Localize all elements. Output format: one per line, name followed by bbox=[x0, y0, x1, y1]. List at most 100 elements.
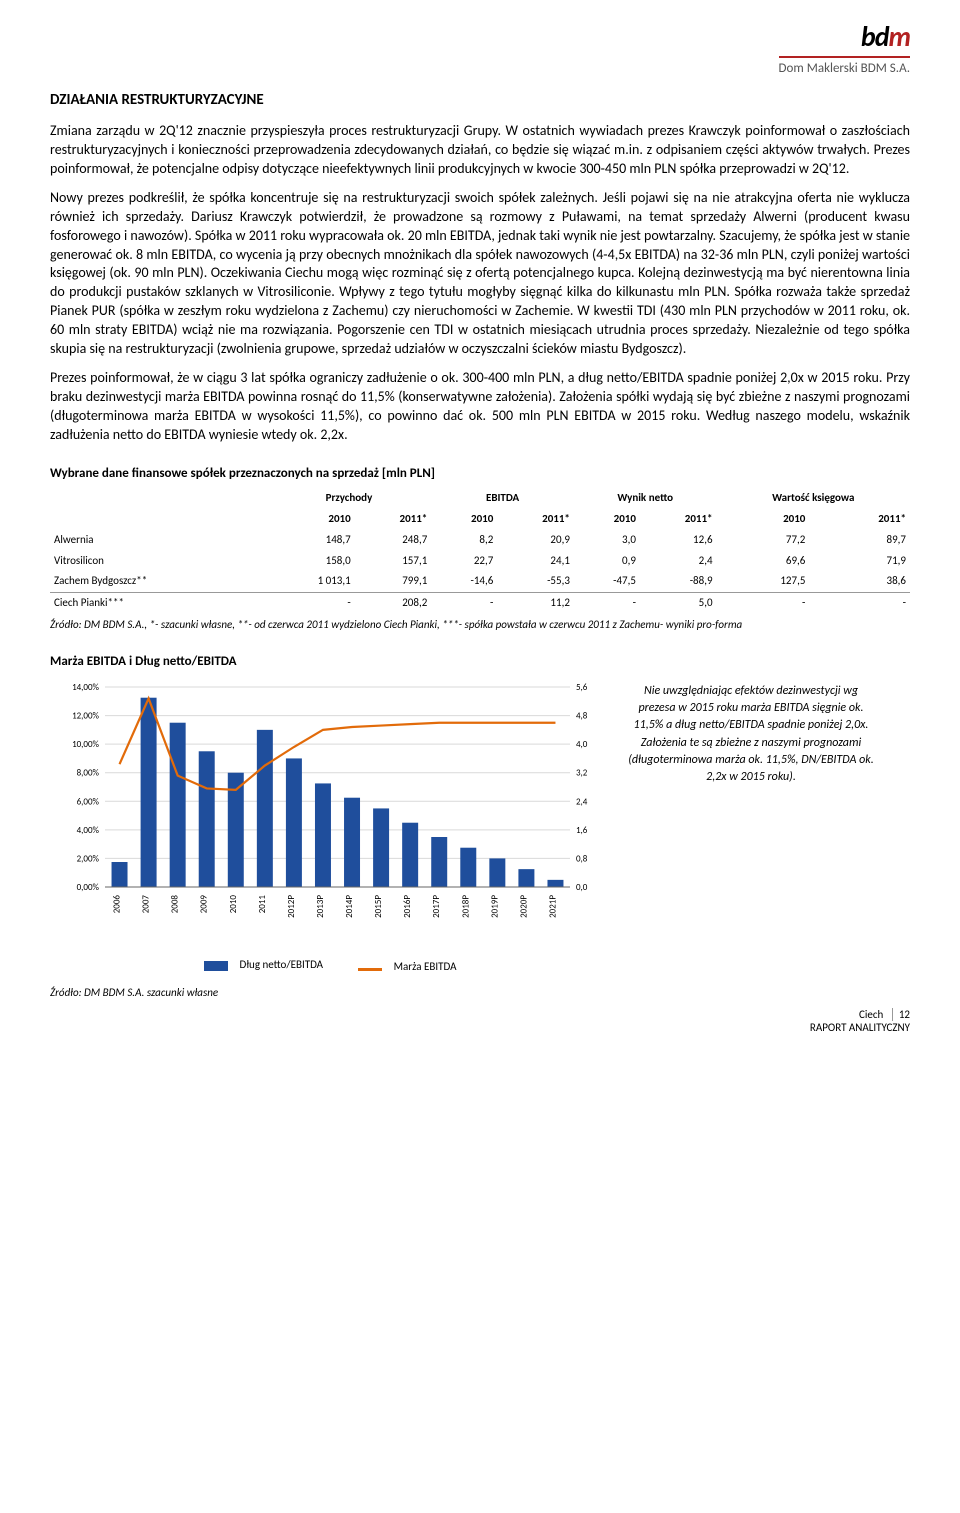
brand-subtitle: Dom Maklerski BDM S.A. bbox=[779, 56, 910, 78]
svg-text:2008: 2008 bbox=[170, 894, 181, 913]
table-group-header: EBITDA bbox=[431, 488, 574, 509]
table-sub-header: 2010 bbox=[574, 509, 640, 530]
svg-text:2018P: 2018P bbox=[460, 894, 471, 917]
table-title: Wybrane dane finansowe spółek przeznaczo… bbox=[50, 465, 910, 483]
table-cell: 148,7 bbox=[267, 530, 355, 551]
svg-text:5,6: 5,6 bbox=[576, 682, 588, 693]
table-cell: -88,9 bbox=[640, 571, 717, 592]
table-cell: - bbox=[809, 593, 910, 614]
brand: bdm bbox=[779, 18, 910, 56]
svg-text:2007: 2007 bbox=[141, 894, 152, 913]
table-cell: 22,7 bbox=[431, 551, 497, 572]
table-cell: 248,7 bbox=[355, 530, 432, 551]
table-row: Ciech Pianki***-208,2-11,2-5,0-- bbox=[50, 593, 910, 614]
table-source: Źródło: DM BDM S.A., *- szacunki własne,… bbox=[50, 618, 910, 633]
paragraph-2: Nowy prezes podkreślił, że spółka koncen… bbox=[50, 189, 910, 359]
table-cell: Alwernia bbox=[50, 530, 267, 551]
table-row: Zachem Bydgoszcz**1 013,1799,1-14,6-55,3… bbox=[50, 571, 910, 592]
chart-side-note: Nie uwzględniając efektów dezinwestycji … bbox=[626, 677, 876, 787]
svg-text:2015P: 2015P bbox=[373, 894, 384, 917]
table-cell: 158,0 bbox=[267, 551, 355, 572]
table-sub-header: 2011* bbox=[640, 509, 717, 530]
svg-text:1,6: 1,6 bbox=[576, 824, 588, 835]
table-cell: 8,2 bbox=[431, 530, 497, 551]
svg-text:10,00%: 10,00% bbox=[72, 739, 99, 750]
svg-text:2016P: 2016P bbox=[402, 894, 413, 917]
legend-line: Marża EBITDA bbox=[394, 960, 457, 975]
chart-title: Marża EBITDA i Dług netto/EBITDA bbox=[50, 653, 910, 671]
table-cell: 799,1 bbox=[355, 571, 432, 592]
footer-page: 12 bbox=[892, 1008, 910, 1021]
svg-text:12,00%: 12,00% bbox=[72, 710, 99, 721]
table-cell: - bbox=[717, 593, 810, 614]
table-cell: 157,1 bbox=[355, 551, 432, 572]
svg-text:2,00%: 2,00% bbox=[77, 853, 100, 864]
table-cell: 2,4 bbox=[640, 551, 717, 572]
table-cell: -47,5 bbox=[574, 571, 640, 592]
table-cell: 1 013,1 bbox=[267, 571, 355, 592]
table-cell: -55,3 bbox=[497, 571, 574, 592]
table-cell: 71,9 bbox=[809, 551, 910, 572]
footer-report: RAPORT ANALITYCZNY bbox=[810, 1021, 910, 1034]
table-sub-header: 2011* bbox=[809, 509, 910, 530]
table-cell: 208,2 bbox=[355, 593, 432, 614]
table-cell: -14,6 bbox=[431, 571, 497, 592]
svg-text:2014P: 2014P bbox=[344, 894, 355, 917]
table-sub-header: 2010 bbox=[267, 509, 355, 530]
svg-text:2019P: 2019P bbox=[489, 894, 500, 917]
table-sub-header: 2010 bbox=[431, 509, 497, 530]
table-cell: 38,6 bbox=[809, 571, 910, 592]
table-sub-header: 2010 bbox=[717, 509, 810, 530]
table-cell: Ciech Pianki*** bbox=[50, 593, 267, 614]
table-row: Vitrosilicon158,0157,122,724,10,92,469,6… bbox=[50, 551, 910, 572]
table-cell: - bbox=[267, 593, 355, 614]
svg-text:2009: 2009 bbox=[199, 894, 210, 913]
footer-company: Ciech bbox=[859, 1008, 883, 1021]
chart-legend: Dług netto/EBITDA Marża EBITDA bbox=[50, 958, 610, 975]
svg-text:14,00%: 14,00% bbox=[72, 682, 99, 693]
brand-text: bd bbox=[861, 19, 889, 54]
svg-text:6,00%: 6,00% bbox=[77, 796, 100, 807]
table-sub-header: 2011* bbox=[355, 509, 432, 530]
svg-text:4,00%: 4,00% bbox=[77, 824, 100, 835]
table-row: Alwernia148,7248,78,220,93,012,677,289,7 bbox=[50, 530, 910, 551]
logo: bdm Dom Maklerski BDM S.A. bbox=[779, 18, 910, 77]
svg-text:0,00%: 0,00% bbox=[77, 882, 100, 893]
svg-text:2013P: 2013P bbox=[315, 894, 326, 917]
table-group-header: Wartość księgowa bbox=[717, 488, 910, 509]
svg-text:4,8: 4,8 bbox=[576, 710, 588, 721]
svg-text:2,4: 2,4 bbox=[576, 796, 588, 807]
chart-container: 0,00%0,02,00%0,84,00%1,66,00%2,48,00%3,2… bbox=[50, 677, 610, 1015]
table-cell: 24,1 bbox=[497, 551, 574, 572]
chart-svg: 0,00%0,02,00%0,84,00%1,66,00%2,48,00%3,2… bbox=[50, 677, 610, 947]
table-sub-header bbox=[50, 509, 267, 530]
financial-table: PrzychodyEBITDAWynik nettoWartość księgo… bbox=[50, 488, 910, 614]
brand-accent: m bbox=[888, 19, 910, 54]
svg-text:2006: 2006 bbox=[112, 894, 123, 913]
table-cell: Zachem Bydgoszcz** bbox=[50, 571, 267, 592]
paragraph-1: Zmiana zarządu w 2Q'12 znacznie przyspie… bbox=[50, 122, 910, 179]
chart-source: Źródło: DM BDM S.A. szacunki własne bbox=[50, 986, 610, 1001]
svg-text:2020P: 2020P bbox=[518, 894, 529, 917]
table-cell: 20,9 bbox=[497, 530, 574, 551]
svg-text:2012P: 2012P bbox=[286, 894, 297, 917]
svg-text:2017P: 2017P bbox=[431, 894, 442, 917]
table-cell: 69,6 bbox=[717, 551, 810, 572]
table-cell: 0,9 bbox=[574, 551, 640, 572]
table-cell: 11,2 bbox=[497, 593, 574, 614]
svg-text:2021P: 2021P bbox=[547, 894, 558, 917]
table-cell: Vitrosilicon bbox=[50, 551, 267, 572]
legend-bar: Dług netto/EBITDA bbox=[240, 958, 324, 973]
table-group-header: Przychody bbox=[267, 488, 432, 509]
page-footer: Ciech 12 RAPORT ANALITYCZNY bbox=[810, 1008, 910, 1034]
table-cell: - bbox=[574, 593, 640, 614]
table-cell: 77,2 bbox=[717, 530, 810, 551]
svg-text:2011: 2011 bbox=[257, 894, 268, 913]
svg-text:3,2: 3,2 bbox=[576, 767, 588, 778]
table-cell: 12,6 bbox=[640, 530, 717, 551]
section-heading: DZIAŁANIA RESTRUKTURYZACYJNE bbox=[50, 90, 910, 110]
table-cell: 89,7 bbox=[809, 530, 910, 551]
table-sub-header: 2011* bbox=[497, 509, 574, 530]
table-group-header bbox=[50, 488, 267, 509]
svg-text:2010: 2010 bbox=[228, 894, 239, 913]
